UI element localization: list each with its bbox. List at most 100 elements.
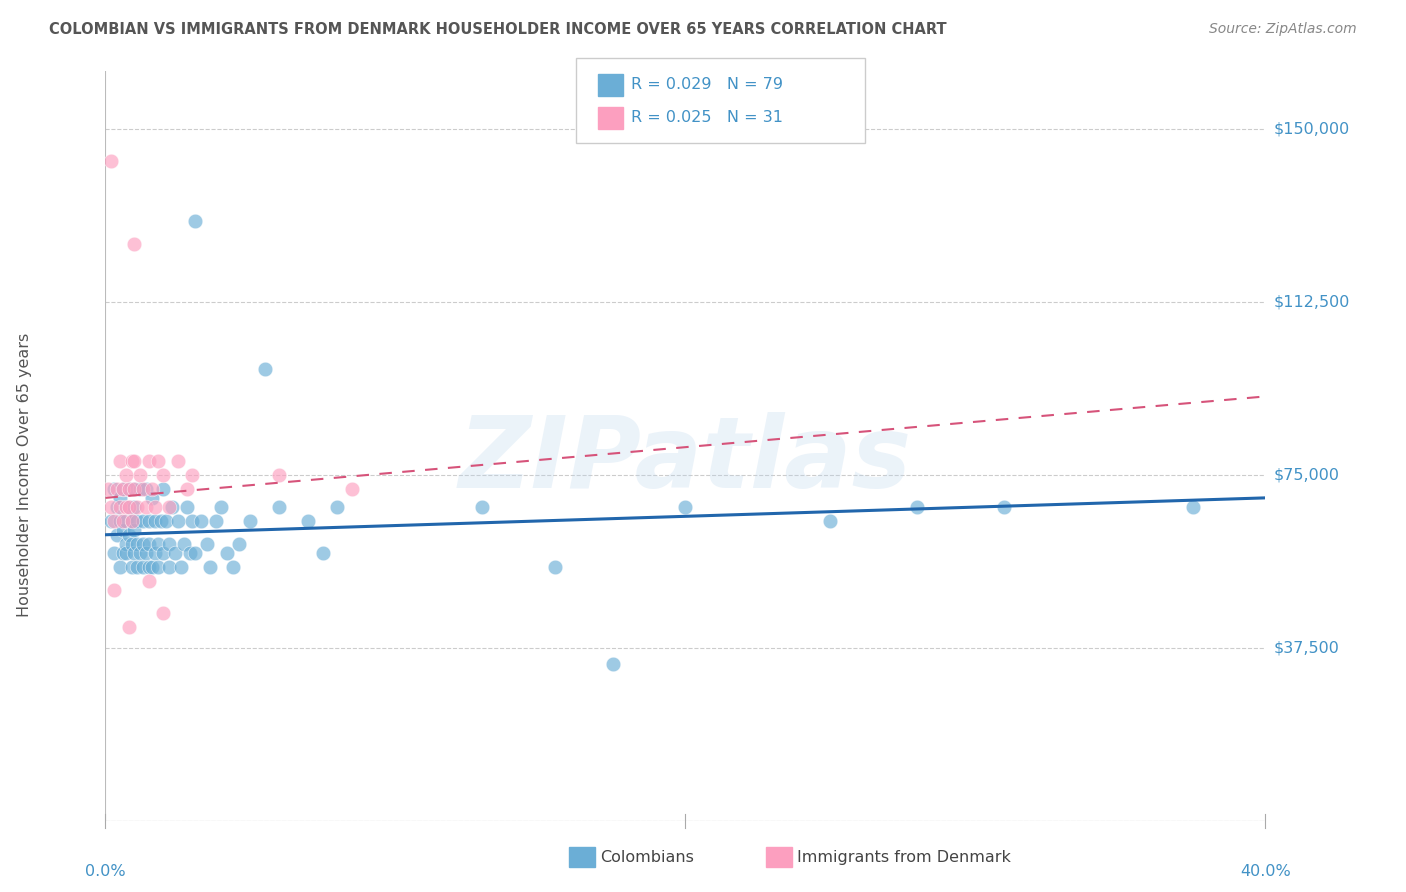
Point	[143, 500, 166, 514]
Point	[127, 500, 149, 514]
Point	[100, 500, 122, 514]
Point	[544, 560, 567, 574]
Text: Householder Income Over 65 years: Householder Income Over 65 years	[17, 333, 32, 617]
Point	[176, 500, 198, 514]
Point	[132, 482, 155, 496]
Point	[340, 482, 363, 496]
Point	[124, 523, 146, 537]
Point	[222, 560, 245, 574]
Point	[121, 537, 143, 551]
Point	[211, 500, 233, 514]
Text: $37,500: $37,500	[1274, 640, 1340, 656]
Point	[471, 500, 494, 514]
Point	[103, 546, 125, 560]
Text: COLOMBIAN VS IMMIGRANTS FROM DENMARK HOUSEHOLDER INCOME OVER 65 YEARS CORRELATIO: COLOMBIAN VS IMMIGRANTS FROM DENMARK HOU…	[49, 22, 946, 37]
Point	[167, 514, 190, 528]
Point	[141, 491, 163, 505]
Point	[111, 482, 134, 496]
Point	[129, 467, 152, 482]
Point	[239, 514, 262, 528]
Point	[108, 491, 131, 505]
Point	[198, 560, 221, 574]
Point	[146, 454, 169, 468]
Point	[124, 454, 146, 468]
Point	[124, 482, 146, 496]
Point	[146, 560, 169, 574]
Point	[228, 537, 250, 551]
Point	[155, 514, 177, 528]
Point	[181, 467, 204, 482]
Point	[141, 482, 163, 496]
Point	[127, 560, 149, 574]
Point	[132, 537, 155, 551]
Point	[184, 214, 207, 228]
Point	[297, 514, 319, 528]
Point	[135, 482, 157, 496]
Point	[170, 560, 193, 574]
Point	[269, 500, 291, 514]
Point	[1181, 500, 1204, 514]
Point	[152, 482, 174, 496]
Point	[907, 500, 929, 514]
Point	[118, 620, 141, 634]
Point	[181, 514, 204, 528]
Text: 0.0%: 0.0%	[86, 864, 125, 880]
Point	[100, 154, 122, 169]
Point	[111, 546, 134, 560]
Point	[138, 537, 160, 551]
Point	[127, 537, 149, 551]
Point	[204, 514, 226, 528]
Point	[114, 537, 136, 551]
Point	[97, 482, 120, 496]
Point	[157, 560, 180, 574]
Text: ZIPatlas: ZIPatlas	[458, 412, 912, 509]
Point	[143, 546, 166, 560]
Point	[124, 500, 146, 514]
Point	[132, 514, 155, 528]
Text: Immigrants from Denmark: Immigrants from Denmark	[797, 850, 1011, 864]
Point	[173, 537, 195, 551]
Point	[108, 500, 131, 514]
Point	[127, 514, 149, 528]
Point	[135, 500, 157, 514]
Point	[129, 546, 152, 560]
Point	[184, 546, 207, 560]
Point	[103, 583, 125, 598]
Point	[121, 560, 143, 574]
Point	[105, 528, 128, 542]
Point	[135, 546, 157, 560]
Point	[217, 546, 239, 560]
Point	[118, 528, 141, 542]
Point	[121, 514, 143, 528]
Text: $112,500: $112,500	[1274, 294, 1351, 310]
Point	[152, 546, 174, 560]
Text: Source: ZipAtlas.com: Source: ZipAtlas.com	[1209, 22, 1357, 37]
Point	[602, 657, 624, 671]
Point	[326, 500, 349, 514]
Point	[108, 514, 131, 528]
Point	[111, 523, 134, 537]
Point	[114, 514, 136, 528]
Point	[124, 237, 146, 252]
Text: $150,000: $150,000	[1274, 121, 1350, 136]
Point	[176, 482, 198, 496]
Point	[118, 500, 141, 514]
Point	[132, 560, 155, 574]
Point	[118, 482, 141, 496]
Point	[269, 467, 291, 482]
Point	[157, 500, 180, 514]
Point	[138, 560, 160, 574]
Point	[121, 454, 143, 468]
Point	[138, 514, 160, 528]
Point	[111, 482, 134, 496]
Point	[138, 574, 160, 588]
Text: R = 0.025   N = 31: R = 0.025 N = 31	[631, 111, 783, 125]
Point	[129, 482, 152, 496]
Point	[100, 514, 122, 528]
Point	[118, 500, 141, 514]
Point	[993, 500, 1015, 514]
Point	[149, 514, 172, 528]
Point	[105, 482, 128, 496]
Point	[146, 537, 169, 551]
Text: R = 0.029   N = 79: R = 0.029 N = 79	[631, 78, 783, 92]
